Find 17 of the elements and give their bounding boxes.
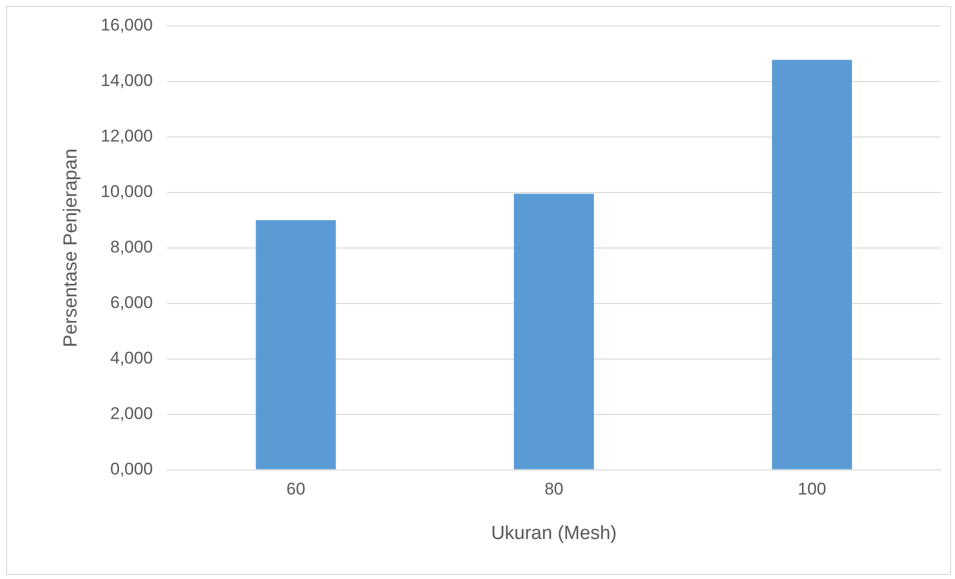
x-tick-label: 60 [286,480,306,499]
y-tick-label: 10,000 [100,182,153,202]
bar [256,220,336,470]
bar [514,194,594,470]
y-tick-label: 12,000 [100,126,153,146]
y-tick-label: 4,000 [110,348,153,368]
y-tick-label: 2,000 [110,404,153,424]
x-tick-label: 80 [544,480,564,499]
x-tick-label: 100 [798,480,826,499]
x-axis-title: Ukuran (Mesh) [491,522,617,544]
y-tick-label: 6,000 [110,293,153,312]
y-axis-title: Persentase Penjerapan [60,148,82,348]
y-tick-label: 16,000 [100,16,153,35]
y-tick-label: 8,000 [110,238,153,257]
bar [772,60,852,470]
y-tick-label: 0,000 [110,459,153,478]
y-tick-label: 14,000 [100,71,153,90]
